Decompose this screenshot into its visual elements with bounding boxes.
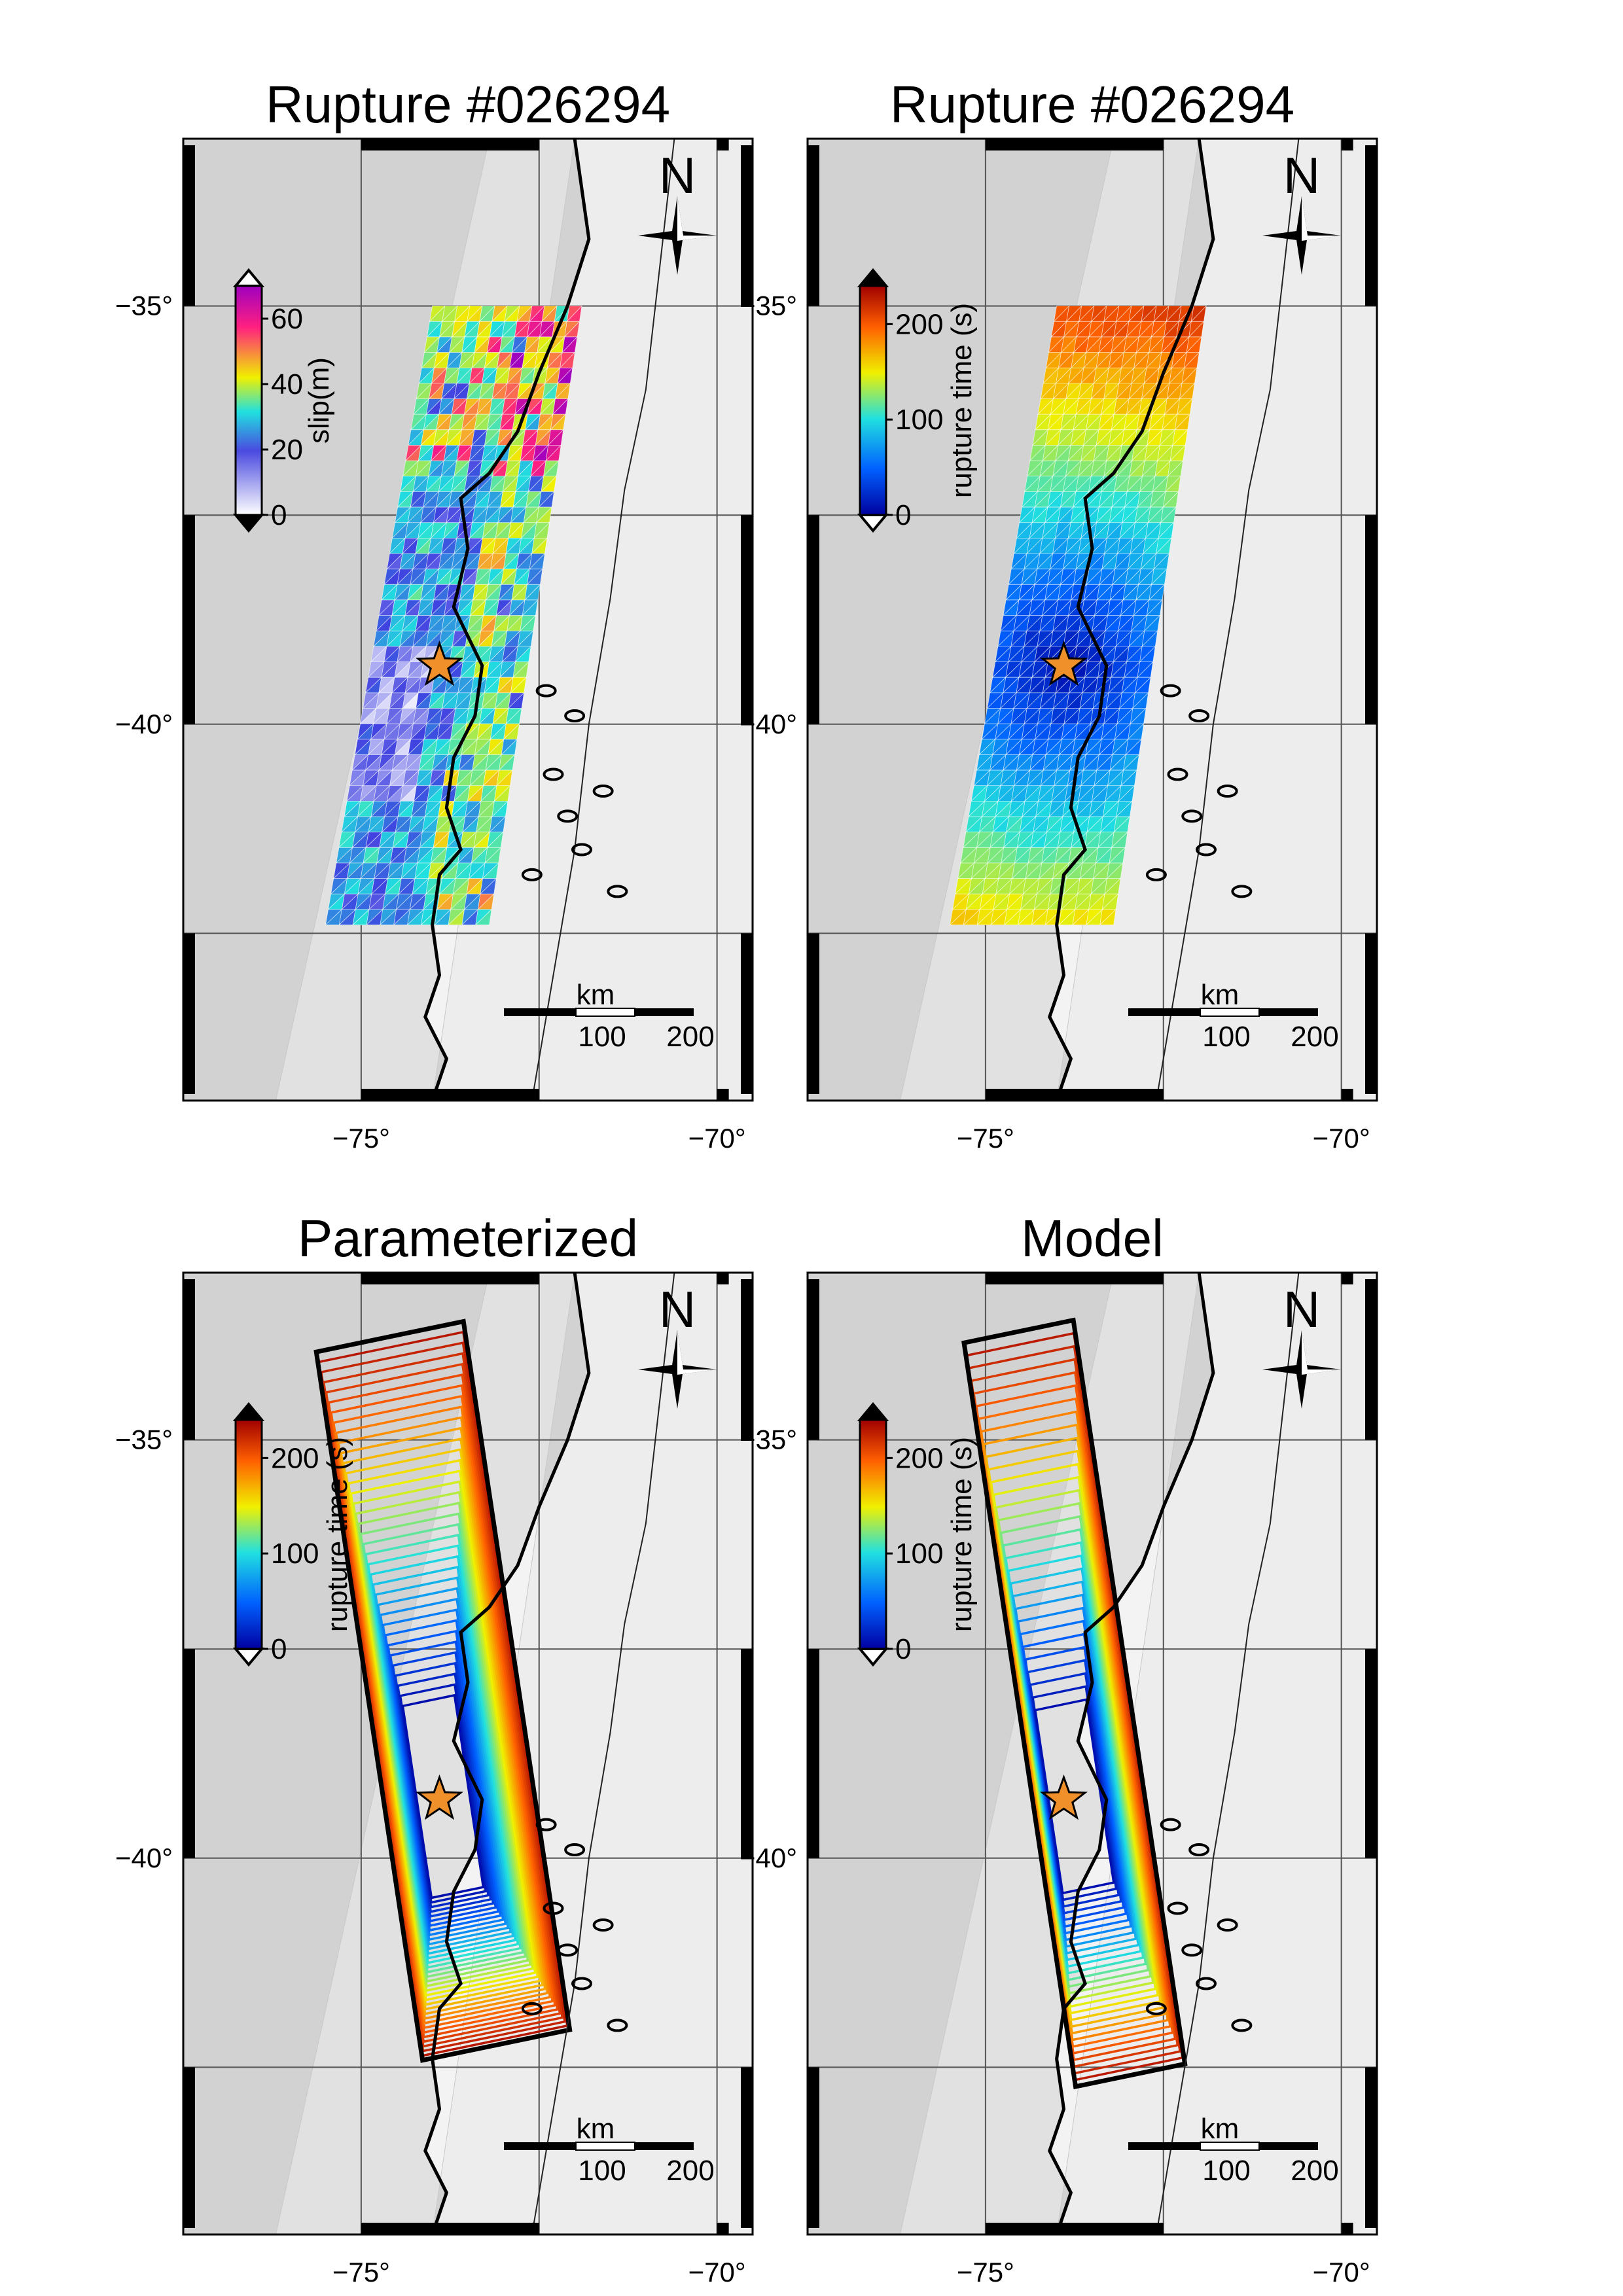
- colorbar-tick-label: 200: [271, 1442, 319, 1474]
- frame-check: [741, 2067, 753, 2228]
- lon-tick-label: −70°: [1313, 1123, 1370, 1154]
- frame-check: [741, 145, 753, 306]
- colorbar-tick-label: 200: [895, 308, 943, 340]
- svg-text:km: km: [577, 979, 615, 1011]
- frame-check: [741, 933, 753, 1094]
- colorbar-label: rupture time (s): [946, 303, 978, 498]
- lon-tick-label: −75°: [957, 1123, 1014, 1154]
- frame-check: [717, 1273, 729, 1284]
- map-panel-param: Nkm 100 200 Parameterized −35° −40° −75° −70° 0 1…: [115, 1209, 753, 2287]
- frame-check: [361, 2223, 539, 2234]
- frame-check: [1365, 1279, 1377, 1440]
- frame-check: [361, 139, 539, 150]
- frame-check: [986, 139, 1164, 150]
- lon-tick-label: −75°: [957, 2257, 1014, 2287]
- frame-check: [1365, 515, 1377, 724]
- frame-check: [717, 139, 729, 150]
- svg-text:km: km: [577, 2113, 615, 2145]
- colorbar-tick-label: 100: [271, 1538, 319, 1570]
- frame-check: [183, 2067, 195, 2228]
- frame-check: [183, 1649, 195, 1858]
- svg-text:100: 100: [578, 2155, 626, 2187]
- frame-check: [183, 1279, 195, 1440]
- frame-check: [1365, 145, 1377, 306]
- frame-check: [986, 1089, 1164, 1101]
- frame-check: [808, 2067, 819, 2228]
- frame-check: [1365, 933, 1377, 1094]
- frame-check: [808, 933, 819, 1094]
- colorbar-tick-label: 0: [271, 1633, 287, 1665]
- frame-check: [808, 1279, 819, 1440]
- lat-tick-label: −35°: [740, 1424, 797, 1455]
- svg-text:N: N: [659, 1280, 696, 1338]
- frame-check: [741, 1279, 753, 1440]
- frame-check: [741, 515, 753, 724]
- svg-text:100: 100: [1202, 2155, 1250, 2187]
- frame-check: [717, 1089, 729, 1101]
- lon-tick-label: −70°: [688, 2257, 746, 2287]
- svg-text:200: 200: [666, 2155, 714, 2187]
- colorbar-tick-label: 60: [271, 303, 303, 335]
- panel-title: Rupture #026294: [890, 75, 1294, 133]
- lon-tick-label: −75°: [332, 2257, 390, 2287]
- lat-tick-label: −40°: [740, 1843, 797, 1873]
- frame-check: [1342, 139, 1353, 150]
- frame-check: [741, 1649, 753, 1858]
- colorbar-label: rupture time (s): [946, 1437, 978, 1632]
- frame-check: [717, 2223, 729, 2234]
- lon-tick-label: −70°: [688, 1123, 746, 1154]
- frame-check: [183, 515, 195, 724]
- frame-check: [183, 145, 195, 306]
- panel-title: Parameterized: [298, 1209, 638, 1267]
- colorbar-label: rupture time (s): [321, 1437, 353, 1632]
- frame-check: [1342, 2223, 1353, 2234]
- colorbar-tick-label: 0: [271, 499, 287, 531]
- colorbar-tick-label: 0: [895, 1633, 911, 1665]
- frame-check: [1342, 1273, 1353, 1284]
- frame-check: [1365, 1649, 1377, 1858]
- frame-check: [808, 515, 819, 724]
- svg-text:200: 200: [1291, 1021, 1338, 1053]
- svg-text:N: N: [1283, 147, 1320, 204]
- frame-check: [986, 1273, 1164, 1284]
- frame-check: [808, 1649, 819, 1858]
- frame-check: [808, 145, 819, 306]
- colorbar-label: slip(m): [303, 357, 335, 444]
- panel-title: Rupture #026294: [266, 75, 670, 133]
- colorbar-tick-label: 200: [895, 1442, 943, 1474]
- colorbar-tick-label: 0: [895, 499, 911, 531]
- svg-text:200: 200: [1291, 2155, 1338, 2187]
- lat-tick-label: −35°: [115, 291, 173, 321]
- colorbar-tick-label: 40: [271, 368, 303, 400]
- frame-check: [1365, 2067, 1377, 2228]
- svg-text:N: N: [659, 147, 696, 204]
- svg-text:km: km: [1201, 979, 1240, 1011]
- lon-tick-label: −70°: [1313, 2257, 1370, 2287]
- svg-text:km: km: [1201, 2113, 1240, 2145]
- lat-tick-label: −40°: [115, 709, 173, 739]
- panel-title: Model: [1021, 1209, 1164, 1267]
- frame-check: [361, 1089, 539, 1101]
- lon-tick-label: −75°: [332, 1123, 390, 1154]
- colorbar-tick-label: 20: [271, 434, 303, 466]
- lat-tick-label: −35°: [740, 291, 797, 321]
- svg-text:100: 100: [578, 1021, 626, 1053]
- colorbar-tick-label: 100: [895, 404, 943, 436]
- map-panel-time: Nkm 100 200 Rupture #026294 −35° −40° −75° −70°…: [740, 75, 1377, 1154]
- lat-tick-label: −35°: [115, 1424, 173, 1455]
- colorbar-tick-label: 100: [895, 1538, 943, 1570]
- frame-check: [986, 2223, 1164, 2234]
- lat-tick-label: −40°: [115, 1843, 173, 1873]
- lat-tick-label: −40°: [740, 709, 797, 739]
- svg-text:100: 100: [1202, 1021, 1250, 1053]
- svg-text:200: 200: [666, 1021, 714, 1053]
- frame-check: [1342, 1089, 1353, 1101]
- frame-check: [361, 1273, 539, 1284]
- svg-text:N: N: [1283, 1280, 1320, 1338]
- frame-check: [183, 933, 195, 1094]
